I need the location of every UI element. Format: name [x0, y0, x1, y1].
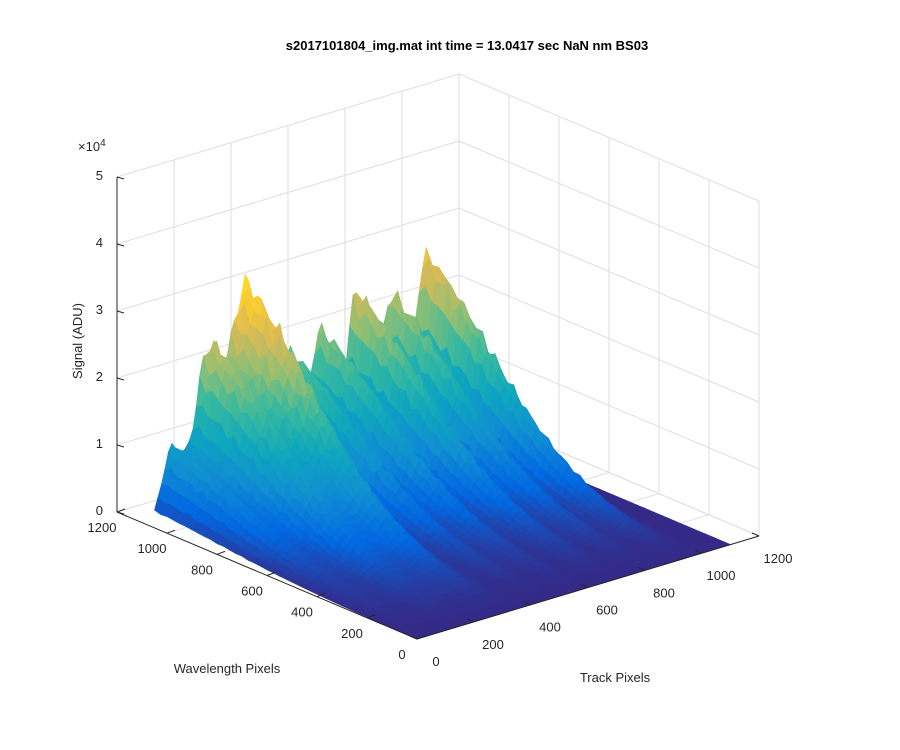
- z-tick-mark: [116, 377, 125, 381]
- x-tick-label: 200: [482, 637, 504, 652]
- tick-labels: 0200400600800100012000200400600800100012…: [88, 168, 793, 669]
- z-tick-label: 3: [96, 302, 103, 317]
- x-tick-label: 600: [596, 603, 618, 618]
- y-axis-label: Wavelength Pixels: [174, 661, 281, 676]
- surface: [154, 246, 732, 640]
- x-tick-mark: [751, 532, 760, 537]
- z-exponent-power: 4: [100, 138, 106, 149]
- y-tick-label: 400: [291, 605, 313, 620]
- x-tick-mark: [466, 618, 475, 623]
- z-tick-mark: [116, 444, 125, 448]
- x-tick-mark: [523, 601, 532, 606]
- y-tick-label: 600: [241, 584, 263, 599]
- y-tick-mark: [266, 572, 276, 576]
- y-tick-label: 1000: [138, 541, 167, 556]
- y-tick-mark: [116, 508, 126, 513]
- x-tick-mark: [409, 635, 418, 640]
- x-tick-label: 0: [432, 654, 439, 669]
- wall-grid-line: [116, 207, 460, 312]
- y-tick-mark: [316, 593, 326, 598]
- z-tick-mark: [116, 511, 125, 515]
- wall-grid-line: [458, 73, 760, 202]
- y-tick-label: 800: [191, 562, 213, 577]
- wall-grid-line: [458, 341, 760, 470]
- z-axis-label: Signal (ADU): [70, 303, 85, 379]
- x-tick-mark: [580, 584, 589, 588]
- z-tick-label: 0: [96, 503, 103, 518]
- chart-title: s2017101804_img.mat int time = 13.0417 s…: [286, 38, 648, 53]
- y-tick-mark: [366, 614, 376, 619]
- z-exponent-base: ×10: [78, 139, 100, 154]
- y-tick-mark: [216, 550, 226, 555]
- x-tick-label: 1000: [707, 568, 736, 583]
- x-tick-label: 800: [653, 585, 675, 600]
- x-tick-label: 1200: [764, 551, 793, 566]
- z-tick-label: 5: [96, 168, 103, 183]
- y-tick-label: 1200: [88, 520, 117, 535]
- x-tick-mark: [694, 549, 703, 554]
- wall-grid-line: [116, 73, 460, 178]
- y-tick-mark: [416, 635, 426, 640]
- wall-grid-line: [116, 140, 460, 245]
- x-axis-label: Track Pixels: [580, 670, 651, 685]
- z-tick-mark: [116, 310, 125, 314]
- z-tick-label: 2: [96, 369, 103, 384]
- y-tick-mark: [166, 529, 176, 534]
- wall-grid-line: [458, 207, 760, 336]
- wall-grid-line: [458, 140, 760, 269]
- wall-grid-line: [116, 274, 460, 379]
- x-tick-mark: [637, 566, 646, 571]
- z-tick-label: 4: [96, 235, 103, 250]
- z-tick-mark: [116, 243, 125, 247]
- x-tick-label: 400: [539, 620, 561, 635]
- z-exponent-label: ×104: [78, 138, 106, 154]
- z-tick-mark: [116, 176, 125, 180]
- wall-grid-line: [458, 274, 760, 403]
- y-tick-label: 200: [341, 626, 363, 641]
- z-tick-label: 1: [96, 436, 103, 451]
- y-tick-label: 0: [398, 647, 405, 662]
- axes-lines: [116, 176, 760, 640]
